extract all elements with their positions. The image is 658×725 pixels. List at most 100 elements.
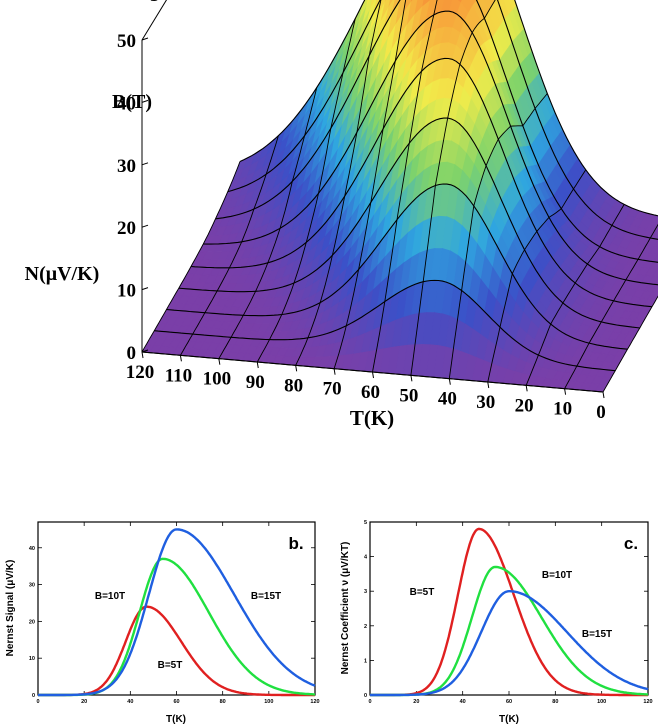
surface-mesh-lines	[141, 0, 658, 393]
mesh-line-constant-t	[525, 204, 625, 386]
mesh-line-constant-t	[180, 135, 279, 356]
z-tick-label: 0	[127, 343, 137, 364]
mesh-line-constant-t	[448, 93, 548, 379]
x-tick	[372, 371, 374, 379]
panel-b-label: b.	[288, 534, 303, 553]
x-tick-label: 60	[361, 382, 380, 403]
mesh-line-constant-t	[295, 0, 382, 366]
y-tick-label: 0	[32, 693, 35, 699]
panel-b-legend-b5: B=5T	[158, 660, 183, 671]
x-tick-label: 120	[310, 699, 319, 705]
series-line-b-15t	[370, 590, 649, 697]
surface-patch	[652, 269, 658, 278]
z-tick-label: 50	[117, 31, 136, 52]
surface-x-axis-label: T(K)	[350, 406, 394, 430]
y-tick-label: 40	[29, 546, 35, 552]
z-tick	[141, 162, 149, 166]
x-tick-label: 120	[126, 362, 155, 383]
x-tick	[448, 378, 451, 385]
x-tick	[218, 358, 221, 365]
z-tick	[141, 287, 149, 291]
x-tick	[333, 368, 336, 375]
mesh-line-constant-t	[372, 0, 438, 373]
x-tick-label: 100	[597, 699, 606, 705]
x-tick	[295, 365, 298, 372]
x-tick	[410, 375, 413, 382]
panel-c-x-axis-label: T(K)	[499, 714, 519, 725]
panel-b-curves	[38, 528, 316, 697]
x-tick	[525, 385, 528, 392]
y-tick-label: 20	[29, 619, 35, 625]
y-tick-label: 0	[364, 693, 367, 699]
x-tick-label: 100	[203, 369, 232, 390]
x-tick-label: 0	[596, 402, 606, 423]
x-tick-label: 110	[165, 365, 192, 386]
y-tick-label: 5	[364, 520, 367, 526]
y-tick-label: 4	[364, 555, 368, 561]
series-line-b-10t	[38, 557, 315, 697]
mesh-line-constant-t	[564, 223, 658, 389]
mesh-line-constant-t	[410, 0, 496, 376]
x-tick-label: 60	[506, 699, 512, 705]
panel-c-legend-b15: B=15T	[582, 629, 612, 640]
x-tick	[141, 351, 144, 359]
x-tick-label: 70	[323, 379, 342, 400]
surface-y-axis-label: B(T)	[112, 91, 152, 113]
x-tick-label: 80	[552, 699, 558, 705]
x-tick	[564, 388, 567, 395]
panel-b-y-axis-label: Nernst Signal (μV/K)	[5, 560, 16, 657]
x-tick-label: 20	[413, 699, 419, 705]
mesh-line-constant-t	[487, 169, 587, 383]
mesh-line-constant-t	[218, 87, 318, 359]
series-line-b-15t	[38, 528, 316, 697]
surface-patch	[653, 254, 658, 263]
x-tick-label: 20	[81, 699, 87, 705]
surface-tick-labels: 0102030405012011010090807060504030201005…	[117, 0, 606, 423]
z-tick-label: 20	[117, 218, 136, 239]
panel-c-legend-b10: B=10T	[542, 570, 572, 581]
x-tick	[256, 361, 259, 369]
z-tick	[141, 99, 149, 103]
b-axis-line	[141, 0, 168, 41]
z-tick	[141, 224, 149, 228]
y-tick-label: 1	[364, 658, 367, 664]
z-tick-label: 40	[117, 93, 136, 114]
x-tick	[602, 391, 605, 399]
panel-c-y-axis-label: Nernst Coefficient ν (μV/KT)	[340, 542, 351, 675]
x-tick	[179, 355, 182, 362]
x-tick-label: 50	[399, 385, 418, 406]
z-tick	[141, 37, 149, 41]
mesh-line-constant-t	[333, 0, 407, 369]
z-tick	[141, 349, 149, 353]
surface-patch	[653, 238, 658, 248]
mesh-line-constant-t	[141, 161, 241, 353]
x-tick-label: 0	[36, 699, 39, 705]
mesh-line-constant-t	[602, 295, 658, 393]
x-tick-label: 80	[284, 375, 303, 396]
panel-c-curves	[370, 527, 649, 697]
x-tick-label: 10	[553, 399, 572, 420]
y-tick-label: 3	[364, 589, 367, 595]
panel-c-legend-b5: B=5T	[410, 587, 435, 598]
z-tick-label: 10	[117, 281, 136, 302]
panel-c-ticks: 0 20 40 60 80 100 120 0 1 2 3 4 5	[364, 520, 653, 705]
surface-mesh	[141, 0, 658, 393]
z-tick-label: 30	[117, 156, 136, 177]
nernst-signal-panel: 0 20 40 60 80 100 120 0 10 20 30 40 b. T(K) Nernst …	[5, 521, 320, 725]
panel-b-ticks: 0 20 40 60 80 100 120 0 10 20 30 40	[29, 522, 320, 705]
panel-b-legend-b15: B=15T	[251, 591, 281, 602]
y-tick-label: 2	[364, 624, 367, 630]
b-tick-label: 5	[150, 0, 160, 6]
panel-b-x-axis-label: T(K)	[166, 714, 186, 725]
panel-b-legend-b10: B=10T	[95, 591, 125, 602]
y-tick-label: 10	[29, 656, 35, 662]
x-tick	[487, 381, 490, 389]
x-tick-label: 40	[460, 699, 466, 705]
x-tick-label: 80	[220, 699, 226, 705]
surface-plot-panel: a. 0102030405012011010090807060504030201…	[25, 0, 658, 430]
x-tick-label: 90	[246, 372, 265, 393]
x-tick-label: 60	[173, 699, 179, 705]
nernst-coefficient-panel: 0 20 40 60 80 100 120 0 1 2 3 4 5 c. T(K) Nernst Coe…	[340, 520, 653, 725]
x-tick-label: 40	[127, 699, 133, 705]
